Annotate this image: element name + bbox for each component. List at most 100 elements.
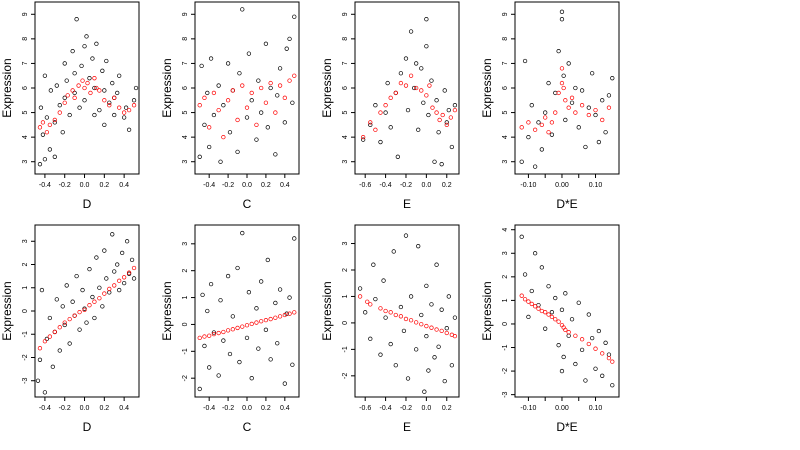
fitted-point	[563, 327, 568, 332]
data-point	[610, 383, 615, 388]
plot-frame	[194, 224, 300, 398]
fitted-point	[216, 107, 221, 113]
y-axis-label: Expression	[0, 58, 14, 117]
data-point	[237, 71, 242, 76]
scatter-panel: -0.10 0.00 0.10 3 4 5 6 7 8 9 D*E Expression	[480, 1, 620, 211]
fitted-point	[72, 313, 77, 318]
data-point	[244, 115, 250, 120]
data-point	[268, 357, 273, 362]
data-point	[263, 41, 269, 46]
fitted-point	[519, 293, 524, 298]
y-tick-label: -2	[182, 375, 189, 381]
data-point	[94, 255, 99, 260]
y-tick-label: 3	[502, 251, 509, 255]
data-point	[434, 262, 439, 267]
fitted-point	[414, 320, 419, 325]
fitted-point	[117, 105, 122, 110]
x-tick-label: -0.4	[39, 405, 51, 412]
data-point	[290, 362, 295, 367]
data-point	[593, 366, 598, 371]
fitted-point	[273, 110, 278, 115]
fitted-point	[287, 311, 292, 316]
y-tick-label: 4	[502, 135, 509, 139]
data-point	[62, 95, 67, 100]
data-point	[368, 336, 373, 341]
fitted-point	[207, 125, 212, 130]
data-point	[424, 44, 429, 49]
fitted-point	[536, 306, 541, 311]
data-point	[566, 61, 571, 66]
data-point	[90, 56, 95, 61]
x-axis-label: E	[403, 420, 411, 434]
fitted-point	[70, 88, 75, 93]
data-point	[54, 83, 59, 88]
data-point	[72, 90, 77, 96]
fitted-point	[72, 95, 77, 100]
data-point	[426, 112, 431, 118]
fitted-point	[67, 316, 72, 322]
fitted-point	[268, 80, 273, 86]
data-point	[79, 63, 84, 69]
fitted-point	[117, 278, 122, 283]
data-point	[411, 85, 417, 91]
fitted-point	[77, 310, 82, 315]
data-point	[197, 386, 202, 392]
data-point	[543, 110, 548, 115]
data-point	[436, 344, 441, 349]
data-point	[284, 46, 289, 51]
fitted-point	[579, 337, 585, 342]
fitted-point	[235, 117, 240, 123]
y-tick-label: 6	[182, 86, 189, 90]
data-point	[208, 56, 214, 61]
data-point	[110, 80, 115, 86]
fitted-point	[593, 107, 598, 113]
data-point	[57, 348, 62, 353]
data-point	[104, 58, 109, 64]
data-point	[579, 88, 585, 93]
data-point	[569, 317, 575, 322]
fitted-point	[97, 88, 102, 93]
fitted-point	[88, 90, 93, 96]
data-point	[237, 359, 242, 365]
data-point	[133, 85, 139, 91]
data-point	[419, 312, 424, 318]
x-axis-label: D*E	[556, 420, 577, 434]
x-tick-label: -0.10	[520, 405, 536, 412]
data-point	[519, 159, 524, 164]
data-point	[529, 288, 534, 294]
data-point	[287, 36, 292, 42]
data-point	[126, 127, 132, 132]
data-point	[72, 71, 77, 76]
data-point	[92, 85, 97, 91]
data-point	[47, 147, 53, 152]
plot-frame	[34, 1, 140, 175]
fitted-point	[610, 359, 615, 364]
fitted-point	[263, 317, 269, 323]
fitted-point	[230, 327, 235, 332]
x-tick-label: 0.2	[261, 405, 271, 412]
data-point	[549, 310, 555, 315]
fitted-point	[543, 310, 548, 315]
data-point	[357, 286, 363, 291]
data-point	[48, 88, 53, 93]
y-axis-label: Expression	[480, 58, 494, 117]
plot-frame	[354, 1, 460, 175]
data-point	[419, 66, 424, 71]
x-axis-label: D	[83, 420, 92, 434]
scatter-panel: -0.4 -0.2 0.0 0.2 0.4 -3 -2 -1 0 1 2 3 D Expression	[0, 224, 140, 434]
y-tick-label: 3	[502, 160, 509, 164]
fitted-point	[216, 330, 221, 336]
data-point	[230, 314, 235, 319]
y-tick-label: 6	[22, 86, 29, 90]
y-axis-label: Expression	[320, 281, 334, 340]
y-tick-label: 9	[182, 12, 189, 16]
fitted-point	[57, 325, 62, 330]
data-point	[444, 120, 449, 125]
fitted-point	[532, 304, 538, 309]
data-point	[405, 107, 411, 113]
fitted-point	[263, 100, 269, 105]
data-point	[610, 76, 615, 81]
data-point	[205, 90, 210, 96]
data-point	[249, 98, 254, 103]
data-point	[110, 232, 115, 237]
